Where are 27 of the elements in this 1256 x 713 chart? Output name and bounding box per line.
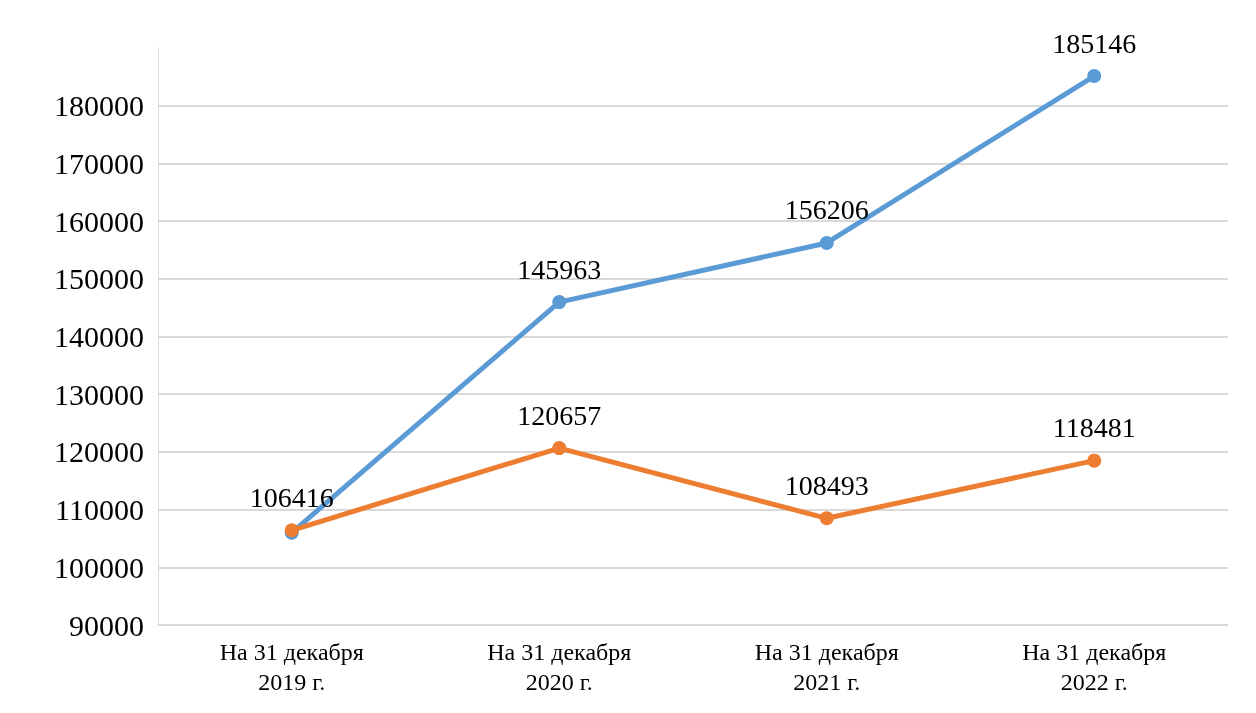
y-tick-label: 170000	[54, 146, 144, 180]
data-label: 108493	[784, 469, 869, 501]
y-tick-label: 90000	[69, 608, 144, 642]
y-tick-label: 140000	[54, 320, 144, 353]
x-tick-label: На 31 декабря 2022 г.	[1022, 639, 1167, 695]
x-tick-label: На 31 декабря 2020 г.	[487, 639, 632, 695]
y-tick-label: 180000	[54, 89, 144, 123]
x-tick-label: На 31 декабря 2021 г.	[754, 639, 899, 695]
point	[1087, 69, 1102, 83]
y-tick-label: 150000	[54, 262, 144, 296]
data-label: 120657	[517, 399, 602, 431]
data-label: 185146	[1052, 27, 1137, 59]
y-tick-label: 160000	[54, 204, 144, 238]
y-tick-label: 120000	[54, 435, 144, 469]
y-tick-label: 130000	[54, 377, 144, 411]
point	[552, 441, 567, 456]
data-label: 156206	[784, 194, 869, 226]
data-label: 145963	[517, 253, 602, 285]
y-tick-label: 110000	[55, 493, 144, 527]
point	[552, 295, 567, 310]
data-label: 118481	[1052, 412, 1136, 444]
y-tick-label: 100000	[54, 550, 144, 584]
point	[819, 235, 834, 250]
x-tick-label: На 31 декабря 2019 г.	[219, 639, 364, 695]
point	[1087, 453, 1102, 468]
point	[819, 511, 834, 526]
data-label: 106416	[249, 481, 334, 513]
